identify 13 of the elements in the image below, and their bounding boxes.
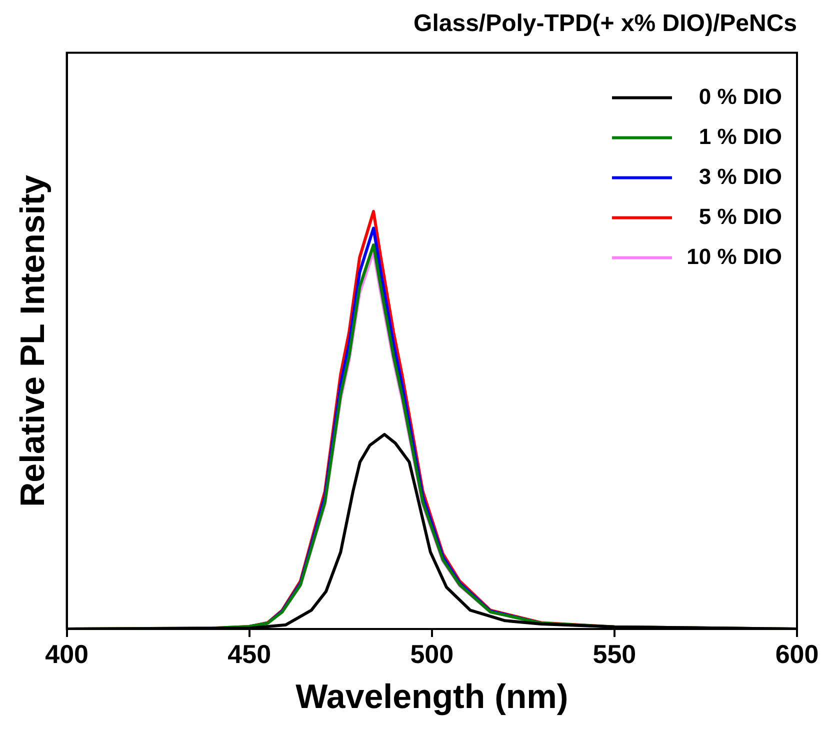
x-tick-label: 450 [228,638,272,669]
legend-label: 10 % DIO [686,244,782,269]
legend-label: 3 % DIO [698,164,782,189]
x-tick-label: 400 [45,638,88,669]
x-tick-label: 500 [410,638,454,669]
y-axis-title: Relative PL Intensity [14,174,52,507]
legend-label: 1 % DIO [698,124,782,149]
x-axis-title: Wavelength (nm) [296,678,568,716]
chart-title: Glass/Poly-TPD(+ x% DIO)/PeNCs [414,10,797,38]
x-tick-label: 600 [775,638,819,669]
legend-label: 0 % DIO [698,84,782,109]
x-tick-label: 550 [592,638,636,669]
legend-label: 5 % DIO [698,204,782,229]
